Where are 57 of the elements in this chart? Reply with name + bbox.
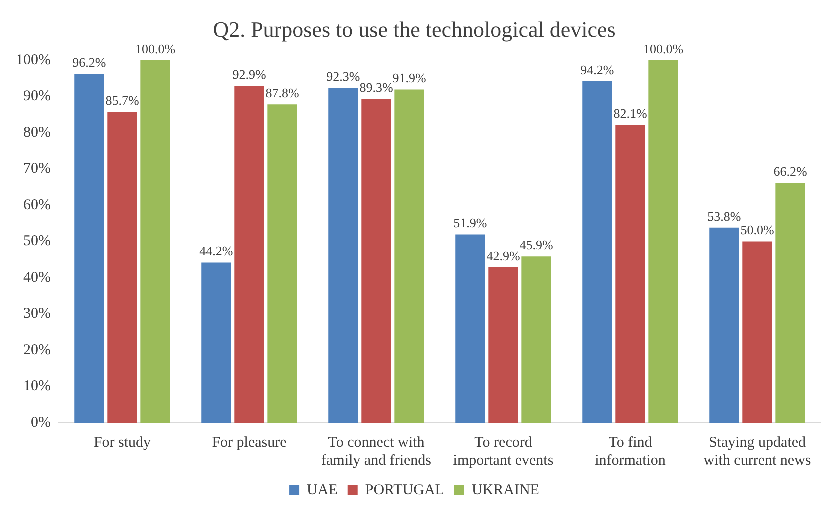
bar	[108, 112, 138, 423]
y-tick-label: 50%	[23, 234, 51, 250]
data-label: 66.2%	[774, 164, 808, 179]
data-label: 96.2%	[72, 55, 106, 70]
data-label: 89.3%	[360, 80, 394, 96]
data-label: 45.9%	[520, 237, 554, 252]
y-tick-label: 100%	[16, 52, 51, 68]
data-label: 94.2%	[580, 62, 614, 78]
y-tick-label: 90%	[23, 88, 51, 105]
bar	[776, 182, 806, 423]
data-label: 50.0%	[740, 222, 774, 238]
legend-label: PORTUGAL	[365, 482, 444, 498]
bar	[202, 262, 232, 423]
bar	[328, 88, 358, 423]
chart-title: Q2. Purposes to use the technological devices	[213, 16, 616, 42]
data-label: 92.9%	[232, 67, 266, 82]
x-tick-label: For study	[94, 434, 152, 451]
y-tick-label: 0%	[30, 414, 51, 431]
y-tick-label: 40%	[23, 270, 51, 286]
data-label: 100.0%	[135, 41, 176, 56]
bar	[582, 81, 612, 423]
bar	[522, 256, 552, 423]
bar	[140, 60, 170, 423]
y-tick-label: 10%	[23, 378, 51, 395]
bar	[74, 74, 104, 423]
bar	[362, 99, 392, 423]
y-tick-label: 30%	[23, 306, 51, 322]
y-tick-label: 80%	[23, 124, 51, 141]
legend-label: UAE	[307, 482, 338, 498]
x-tick-label: Staying updated with current news	[704, 434, 812, 469]
bar	[742, 242, 772, 423]
data-label: 44.2%	[200, 244, 234, 259]
data-label: 82.1%	[614, 106, 648, 122]
data-label: 92.3%	[326, 69, 360, 84]
data-label: 100.0%	[643, 41, 684, 56]
data-label: 87.8%	[266, 86, 300, 101]
y-tick-label: 70%	[23, 161, 51, 178]
y-tick-label: 60%	[23, 197, 51, 214]
bar	[234, 86, 264, 423]
y-tick-label: 20%	[23, 342, 51, 358]
bar	[616, 125, 646, 423]
bar	[710, 228, 740, 423]
x-tick-label: For pleasure	[212, 434, 288, 451]
x-tick-label: To connect with family and friends	[322, 434, 432, 469]
bar	[488, 267, 518, 423]
bar	[268, 104, 298, 423]
x-tick-label: To find information	[595, 434, 666, 469]
bar	[394, 90, 424, 423]
data-label: 85.7%	[106, 93, 140, 108]
data-label: 53.8%	[708, 208, 742, 224]
bar	[456, 234, 486, 423]
data-label: 42.9%	[486, 248, 520, 264]
legend-label: UKRAINE	[472, 482, 540, 498]
x-tick-label: To record important events	[453, 434, 554, 469]
data-label: 51.9%	[454, 216, 488, 231]
bar	[648, 60, 678, 423]
data-label: 91.9%	[392, 70, 426, 86]
